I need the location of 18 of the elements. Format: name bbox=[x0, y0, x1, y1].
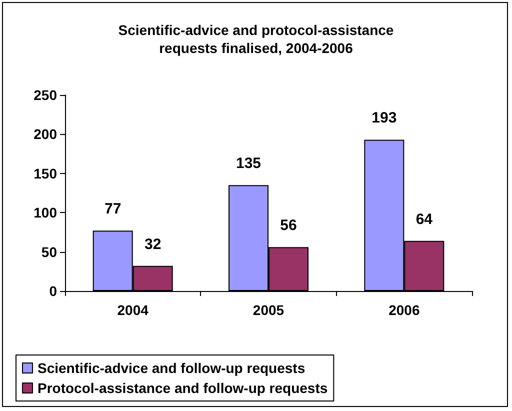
data-label: 64 bbox=[416, 210, 434, 228]
x-tick-label: 2005 bbox=[252, 302, 284, 318]
y-tick-label: 250 bbox=[34, 87, 58, 103]
x-tick-label: 2006 bbox=[388, 302, 420, 318]
legend-label: Scientific-advice and follow-up requests bbox=[38, 360, 306, 376]
x-tick-label: 2004 bbox=[117, 302, 149, 318]
y-tick-label: 200 bbox=[34, 126, 58, 142]
legend-label: Protocol-assistance and follow-up requests bbox=[38, 380, 328, 396]
data-label: 193 bbox=[372, 110, 397, 127]
data-label: 135 bbox=[236, 155, 262, 172]
data-label: 56 bbox=[280, 217, 297, 234]
y-tick-label: 150 bbox=[34, 165, 58, 182]
chart-title: Scientific-advice and protocol-assistance requests finalised, 2004-2006 bbox=[118, 22, 394, 56]
data-label: 32 bbox=[144, 236, 162, 253]
y-tick-label: 50 bbox=[41, 244, 58, 260]
y-tick-label: 100 bbox=[34, 204, 58, 221]
data-label: 77 bbox=[104, 200, 122, 218]
y-tick-label: 0 bbox=[49, 283, 58, 299]
